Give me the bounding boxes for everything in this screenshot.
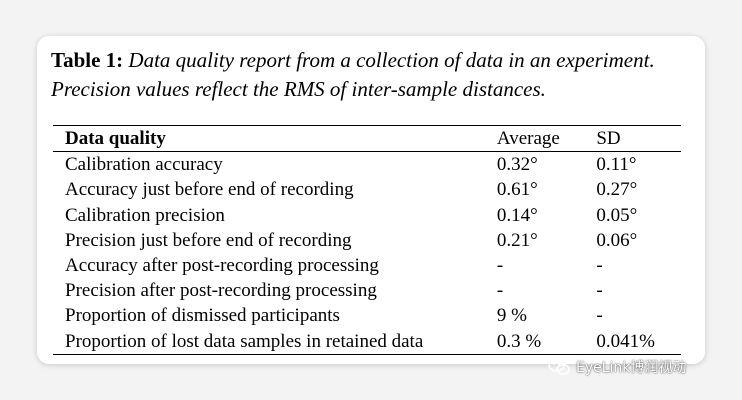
- table-row: Calibration accuracy 0.32° 0.11°: [53, 152, 681, 178]
- row-average: 0.32°: [496, 154, 538, 176]
- row-sd: 0.11°: [596, 154, 637, 176]
- table-row: Precision after post-recording processin…: [53, 278, 681, 303]
- header-average: Average: [496, 124, 597, 153]
- row-label: Proportion of dismissed participants: [65, 305, 340, 327]
- row-sd: 0.06°: [596, 229, 638, 251]
- watermark-text: EyeLink博润视动: [576, 360, 687, 376]
- row-average: -: [496, 255, 504, 277]
- row-sd: 0.05°: [596, 204, 638, 226]
- row-average: 0.61°: [496, 179, 538, 201]
- caption-text: Data quality report from a collection of…: [51, 48, 655, 101]
- row-average: 0.3 %: [496, 328, 597, 355]
- row-label: Calibration precision: [65, 204, 225, 226]
- row-label: Precision just before end of recording: [65, 229, 352, 251]
- table-row: Precision just before end of recording 0…: [53, 228, 681, 253]
- row-sd: 0.27°: [596, 179, 638, 201]
- caption-label: Table 1:: [51, 48, 124, 72]
- table-row: Proportion of lost data samples in retai…: [53, 328, 681, 355]
- row-label: Precision after post-recording processin…: [65, 280, 377, 302]
- table-row: Calibration precision 0.14° 0.05°: [53, 203, 681, 228]
- row-average: -: [496, 280, 504, 302]
- table-card: Table 1: Data quality report from a coll…: [37, 36, 705, 364]
- row-sd: -: [596, 255, 603, 277]
- row-label: Accuracy just before end of recording: [65, 179, 354, 201]
- header-data-quality: Data quality: [53, 124, 497, 153]
- table-row: Accuracy after post-recording processing…: [53, 253, 681, 278]
- row-average: 0.21°: [496, 229, 538, 251]
- row-sd: -: [596, 280, 603, 302]
- row-label: Accuracy after post-recording processing: [65, 255, 379, 277]
- watermark: EyeLink博润视动: [548, 357, 686, 377]
- row-sd: -: [596, 305, 603, 327]
- table-header-row: Data quality Average SD: [53, 124, 681, 153]
- row-label: Calibration accuracy: [65, 154, 223, 176]
- table-caption: Table 1: Data quality report from a coll…: [51, 46, 696, 104]
- data-quality-table: Data quality Average SD Calibration accu…: [53, 124, 681, 355]
- wechat-icon: [548, 358, 570, 376]
- row-average: 0.14°: [496, 204, 538, 226]
- table-row: Accuracy just before end of recording 0.…: [53, 177, 681, 202]
- table-row: Proportion of dismissed participants 9 %…: [53, 303, 681, 328]
- header-sd: SD: [596, 124, 681, 153]
- row-average: 9 %: [496, 305, 527, 327]
- row-label: Proportion of lost data samples in retai…: [53, 328, 497, 355]
- row-sd: 0.041%: [596, 328, 681, 355]
